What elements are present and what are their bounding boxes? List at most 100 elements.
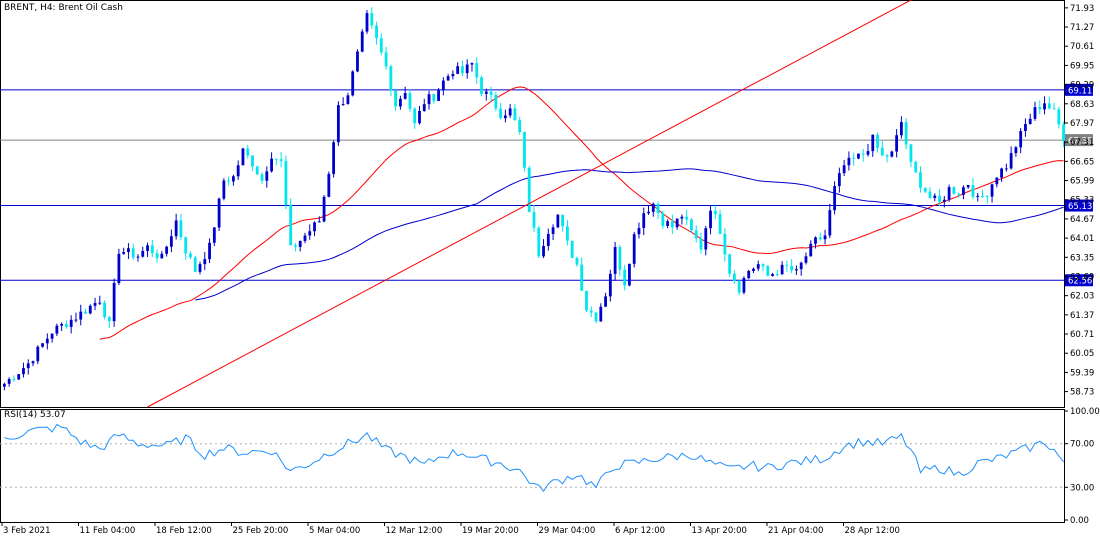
candle: [480, 75, 483, 97]
candle: [2, 382, 6, 391]
candle: [93, 297, 97, 311]
candle: [527, 166, 531, 213]
price-tick-label: 71.93: [1070, 4, 1094, 14]
time-tick-label: 13 Apr 20:00: [692, 526, 747, 536]
candle: [494, 91, 498, 112]
candle: [532, 204, 536, 233]
time-tick-label: 19 Mar 20:00: [462, 526, 519, 536]
candle: [50, 333, 54, 343]
candle: [394, 88, 398, 111]
candle: [332, 140, 336, 178]
candle: [313, 221, 316, 237]
candle: [699, 232, 703, 254]
candle: [761, 263, 765, 272]
price-tick-label: 65.33: [1070, 196, 1094, 206]
candle: [861, 149, 865, 162]
candle: [732, 270, 736, 284]
candle: [962, 185, 965, 200]
candle: [694, 225, 698, 243]
candle: [79, 304, 83, 326]
candle: [408, 89, 412, 112]
candle: [41, 343, 44, 348]
time-tick-label: 11 Feb 04:00: [80, 526, 136, 536]
candle: [756, 260, 760, 272]
candle: [470, 62, 474, 72]
candle: [690, 217, 693, 233]
candle: [804, 252, 808, 265]
price-tick-label: 64.01: [1070, 234, 1094, 244]
candle: [384, 46, 388, 70]
candle: [604, 292, 607, 307]
candle: [513, 103, 517, 121]
candle: [160, 251, 164, 259]
candle: [747, 269, 751, 280]
candle: [656, 201, 660, 219]
candle: [837, 167, 841, 193]
candle: [585, 290, 588, 313]
level-label: 69.11: [1065, 83, 1093, 96]
candle: [928, 187, 932, 199]
candle: [22, 362, 25, 378]
candle: [255, 165, 259, 175]
rsi-tick-label: 70.00: [1070, 440, 1094, 450]
candle: [136, 254, 140, 262]
candle: [737, 279, 741, 296]
candle: [809, 240, 813, 257]
candle: [327, 171, 331, 198]
price-tick-label: 70.61: [1070, 42, 1094, 52]
candle: [432, 93, 436, 104]
time-tick-label: 3 Feb 2021: [3, 526, 51, 536]
candle: [880, 141, 884, 157]
main-panel-frame: [0, 0, 1065, 408]
candle: [790, 258, 794, 274]
candle: [427, 90, 431, 110]
candle: [174, 213, 178, 240]
time-tick-label: 21 Apr 04:00: [768, 526, 823, 536]
candle: [942, 196, 946, 208]
candle: [322, 195, 326, 223]
candle: [866, 143, 870, 157]
candle: [112, 278, 116, 327]
candle: [7, 377, 11, 387]
candle: [341, 97, 345, 106]
candle: [1004, 163, 1008, 172]
rsi-label: RSI(14) 53.07: [4, 410, 66, 420]
candle: [666, 219, 669, 229]
candle: [742, 276, 746, 295]
candle: [389, 64, 393, 97]
price-tick-label: 64.67: [1070, 215, 1094, 225]
candle: [399, 95, 402, 110]
candle: [484, 88, 488, 101]
candle: [561, 214, 565, 232]
candle: [952, 186, 956, 195]
svg-text:65.13: 65.13: [1068, 202, 1092, 212]
candle: [947, 184, 951, 202]
candle: [184, 236, 188, 260]
time-axis: 3 Feb 2021 11 Feb 04:00 18 Feb 12:00 25 Feb…: [1, 522, 900, 536]
candle: [709, 205, 712, 235]
price-tick-label: 67.97: [1070, 119, 1094, 129]
candle: [909, 143, 913, 168]
candle: [775, 269, 779, 277]
candle: [232, 174, 235, 186]
candle: [618, 244, 622, 277]
price-tick-label: 71.27: [1070, 23, 1094, 33]
candle: [1000, 167, 1003, 182]
candle: [346, 92, 350, 105]
candle: [165, 245, 169, 257]
candle: [518, 116, 522, 135]
candle: [1028, 113, 1032, 125]
trendline[interactable]: [147, 0, 1064, 408]
rsi-panel-frame: [0, 409, 1065, 523]
candle: [107, 315, 111, 328]
candle: [451, 70, 455, 80]
candle: [647, 205, 650, 215]
chart-title: BRENT, H4: Brent Oil Cash: [4, 3, 123, 13]
price-tick-label: 58.73: [1070, 388, 1094, 398]
candle: [1024, 118, 1027, 137]
candle: [150, 239, 154, 258]
candle: [933, 193, 937, 202]
candle: [31, 360, 35, 367]
candle: [317, 216, 321, 223]
